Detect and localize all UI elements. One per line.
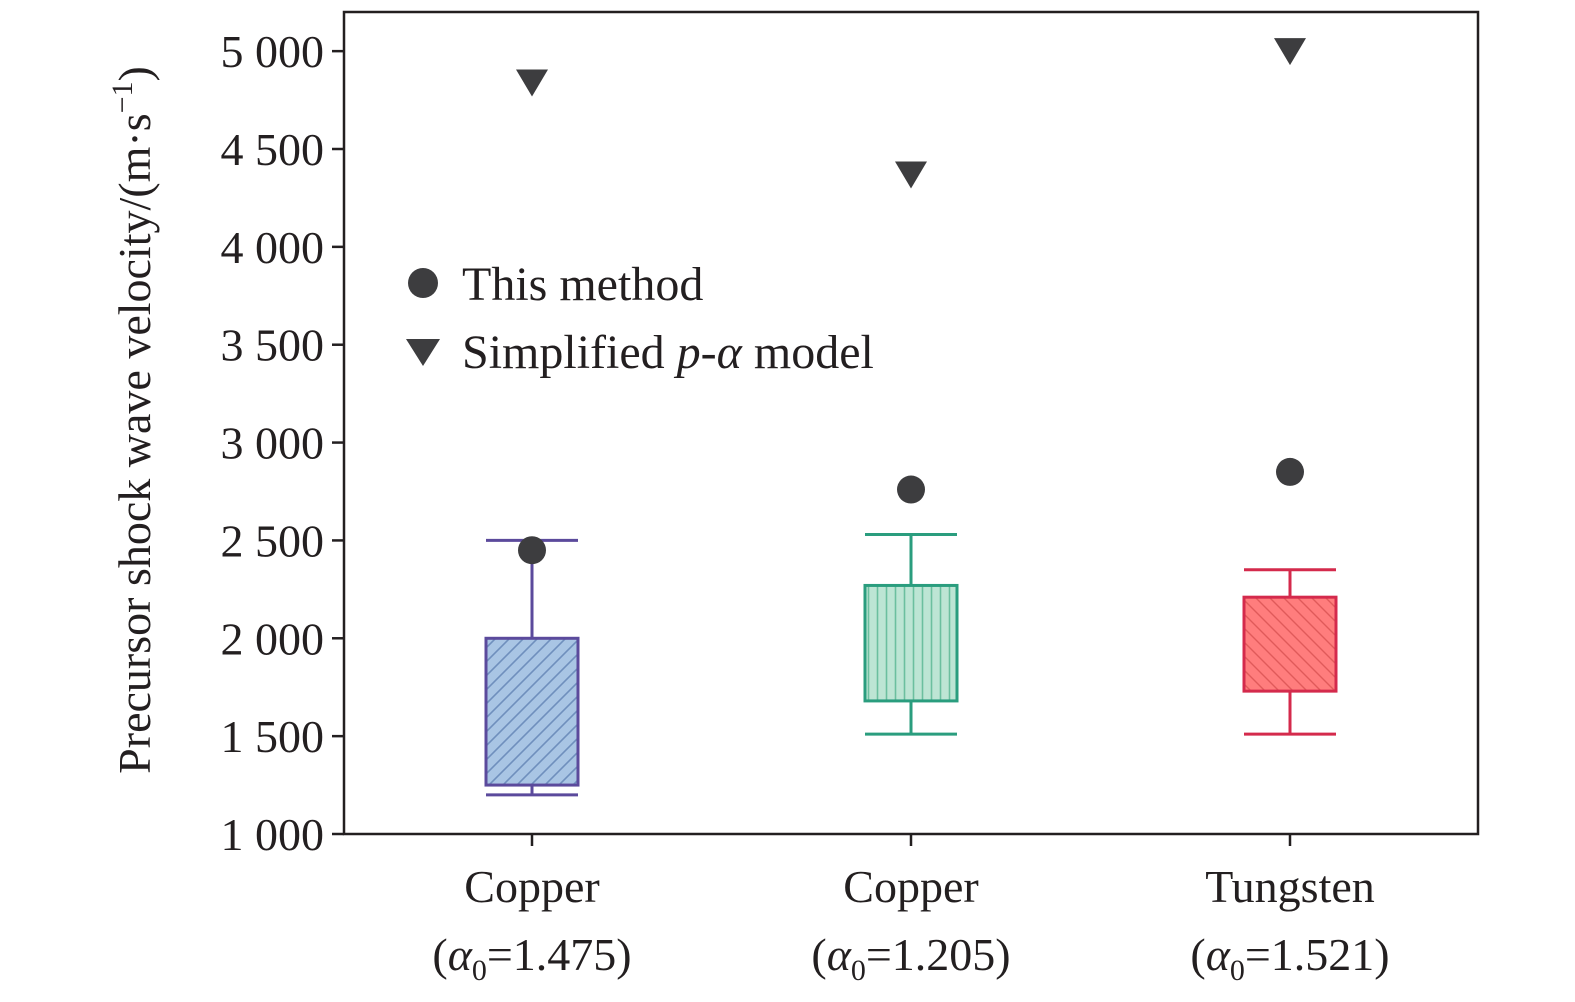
marker-this-method [518, 536, 546, 565]
x-category-alpha: (α0=1.205) [811, 929, 1010, 987]
x-axis: Copper (α0=1.475) Copper (α0=1.205) Tungsten… [432, 834, 1390, 987]
box-iqr [863, 583, 959, 703]
y-tick-label: 3 500 [221, 320, 325, 371]
box-iqr [484, 636, 580, 787]
x-category-alpha: (α0=1.475) [432, 929, 631, 987]
box-3 [1242, 568, 1338, 736]
marker-this-method [1276, 457, 1304, 486]
y-axis: 1 000 1 500 2 000 2 500 3 000 3 500 4 000 4 500… [221, 26, 344, 860]
y-tick-label: 2 500 [221, 515, 325, 566]
legend-marker-circle [408, 268, 438, 298]
x-category-name: Tungsten [1205, 861, 1375, 912]
y-tick-label: 3 000 [221, 418, 325, 469]
marker-simplified-model [1274, 38, 1306, 66]
x-category-name: Copper [464, 861, 599, 912]
y-tick-label: 4 000 [221, 222, 325, 273]
y-tick-label: 1 500 [221, 711, 325, 762]
marker-simplified-model [895, 161, 927, 189]
x-category-name: Copper [843, 861, 978, 912]
legend: This method Simplified p-α model [406, 258, 874, 379]
box-iqr [1242, 595, 1338, 693]
y-tick-label: 5 000 [221, 26, 325, 77]
y-tick-label: 4 500 [221, 124, 325, 175]
box-1 [484, 538, 580, 797]
markers [516, 38, 1306, 565]
x-category-alpha: (α0=1.521) [1190, 929, 1389, 987]
marker-simplified-model [516, 69, 548, 97]
y-tick-label: 1 000 [221, 809, 325, 860]
legend-marker-triangle [406, 339, 440, 366]
box-2 [863, 533, 959, 736]
legend-label: This method [462, 258, 703, 311]
marker-this-method [897, 475, 925, 504]
y-axis-title: Precursor shock wave velocity/(m·s−1) [106, 66, 160, 774]
axis-titles: Precursor shock wave velocity/(m·s−1) [106, 66, 160, 774]
boxes [484, 533, 1338, 797]
y-tick-label: 2 000 [221, 613, 325, 664]
legend-label: Simplified p-α model [462, 326, 874, 379]
